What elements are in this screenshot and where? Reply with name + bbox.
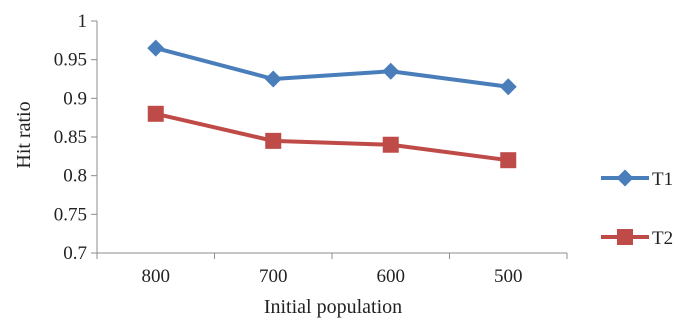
legend: T1 T2 (601, 169, 673, 249)
data-point-t1 (382, 62, 400, 80)
y-tick-label: 0.7 (63, 243, 87, 264)
x-tick-label: 600 (377, 266, 406, 287)
x-axis-title: Initial population (264, 296, 402, 318)
y-tick-label: 0.95 (54, 50, 87, 71)
x-tick-label: 500 (494, 266, 523, 287)
y-axis-ticks: 0.7 0.75 0.8 0.85 0.9 0.95 1 (54, 11, 97, 264)
series-t1 (147, 39, 517, 96)
legend-label: T2 (652, 228, 673, 249)
x-axis-ticks: 800 700 600 500 (96, 253, 568, 287)
data-point-t2 (147, 105, 164, 122)
data-point-t2 (382, 136, 399, 153)
legend-marker-swatch (616, 169, 634, 187)
data-point-t1 (264, 70, 282, 88)
series-t2 (147, 105, 517, 169)
data-point-t2 (265, 132, 282, 149)
data-point-t1 (499, 78, 517, 96)
y-tick-label: 1 (78, 11, 88, 32)
y-axis-title: Hit ratio (13, 101, 35, 168)
series-line-t2 (155, 111, 509, 163)
data-point-t2 (500, 152, 517, 169)
x-tick-label: 700 (259, 266, 288, 287)
y-tick-label: 0.9 (63, 88, 87, 109)
y-tick-label: 0.8 (63, 166, 87, 187)
legend-label: T1 (652, 169, 673, 190)
y-tick-label: 0.75 (54, 204, 87, 225)
data-point-t1 (147, 39, 165, 57)
legend-item-t2: T2 (601, 228, 673, 249)
y-tick-label: 0.85 (54, 127, 87, 148)
legend-marker-swatch (617, 229, 633, 245)
series-line-t1 (155, 46, 509, 89)
x-tick-label: 800 (142, 266, 171, 287)
series-layer (147, 39, 517, 169)
legend-item-t1: T1 (601, 169, 673, 190)
